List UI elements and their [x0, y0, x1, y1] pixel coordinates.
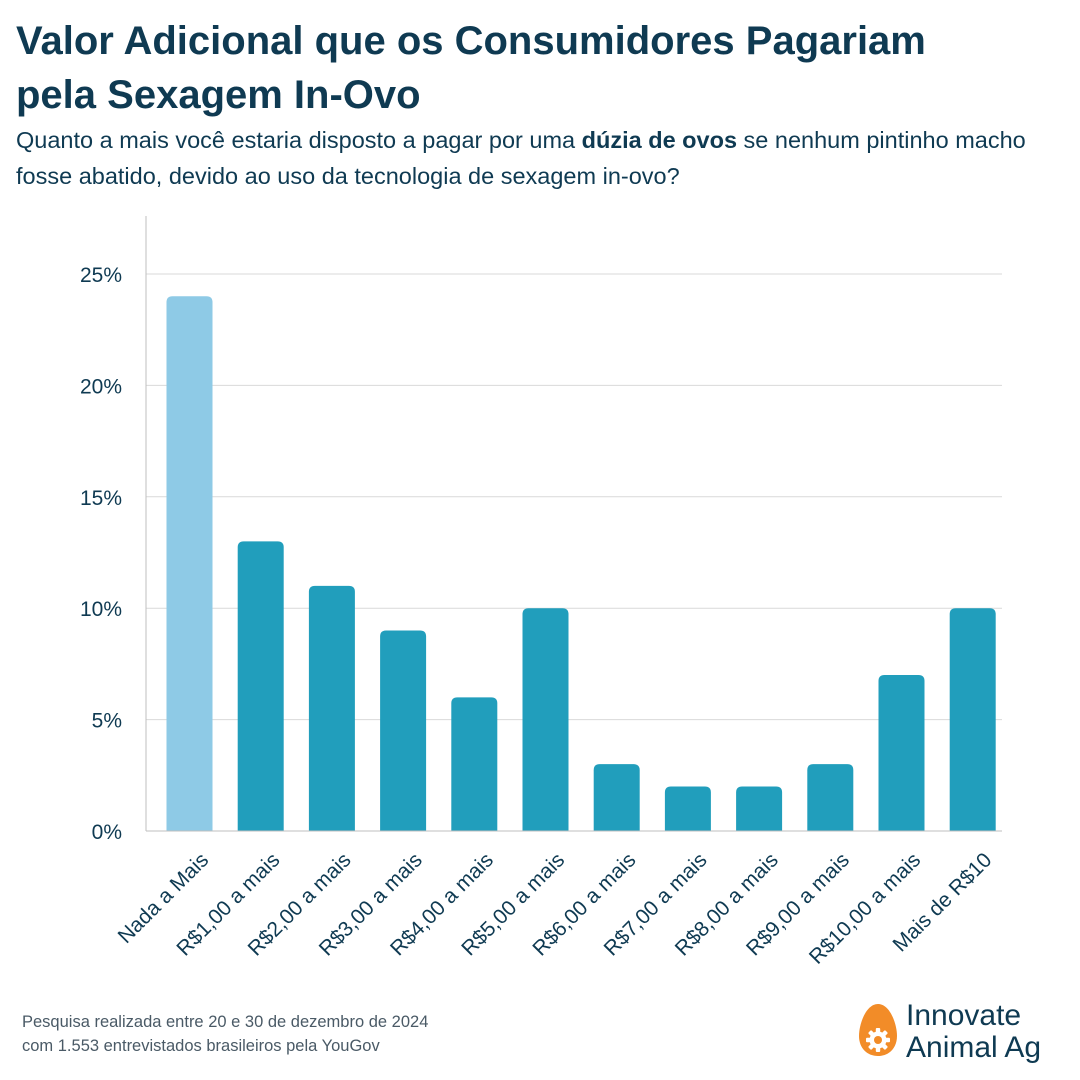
bar-5	[451, 697, 498, 831]
brand-name-line-1: Innovate	[906, 999, 1022, 1032]
axes	[145, 216, 1002, 832]
bar-4	[380, 630, 427, 831]
bar-2	[237, 541, 284, 831]
y-tick-labels: 0% 5% 10% 15% 20% 25%	[80, 264, 122, 844]
bar-7	[593, 764, 640, 831]
bars	[166, 296, 996, 831]
y-tick-label: 5%	[92, 710, 122, 733]
bar-3	[308, 585, 355, 831]
bar-8	[664, 786, 711, 831]
title-line-2: pela Sexagem In-Ovo	[16, 73, 421, 117]
bar-10	[807, 764, 854, 831]
y-tick-label: 0%	[92, 821, 122, 844]
title-line-1: Valor Adicional que os Consumidores Paga…	[16, 19, 926, 63]
subtitle-bold-text: dúzia de ovos	[581, 127, 738, 153]
egg-gear-icon	[859, 1004, 897, 1056]
bar-6	[522, 608, 569, 831]
y-tick-label: 25%	[80, 264, 122, 287]
grid-lines	[146, 273, 1002, 721]
bar-1	[166, 296, 213, 831]
survey-note-line-2: com 1.553 entrevistados brasileiros pela…	[22, 1037, 380, 1055]
y-tick-label: 15%	[80, 487, 122, 510]
y-tick-label: 10%	[80, 598, 122, 621]
chart-title: Valor Adicional que os Consumidores Paga…	[16, 14, 1056, 122]
bar-11	[878, 675, 925, 831]
survey-note-line-1: Pesquisa realizada entre 20 e 30 de deze…	[22, 1013, 429, 1031]
survey-note: Pesquisa realizada entre 20 e 30 de deze…	[22, 1010, 428, 1058]
brand-logo: Innovate Animal Ag	[858, 1000, 1068, 1064]
brand-name: Innovate Animal Ag	[906, 1000, 1041, 1064]
bar-9	[736, 786, 783, 831]
y-tick-label: 20%	[80, 375, 122, 398]
chart-subtitle: Quanto a mais você estaria disposto a pa…	[16, 122, 1066, 194]
subtitle-text-start: Quanto a mais você estaria disposto a pa…	[16, 127, 582, 153]
subtitle-text-end: se nenhum pintinho macho fosse abatido, …	[16, 127, 1026, 189]
brand-name-line-2: Animal Ag	[906, 1031, 1042, 1064]
bar-12	[949, 608, 996, 831]
